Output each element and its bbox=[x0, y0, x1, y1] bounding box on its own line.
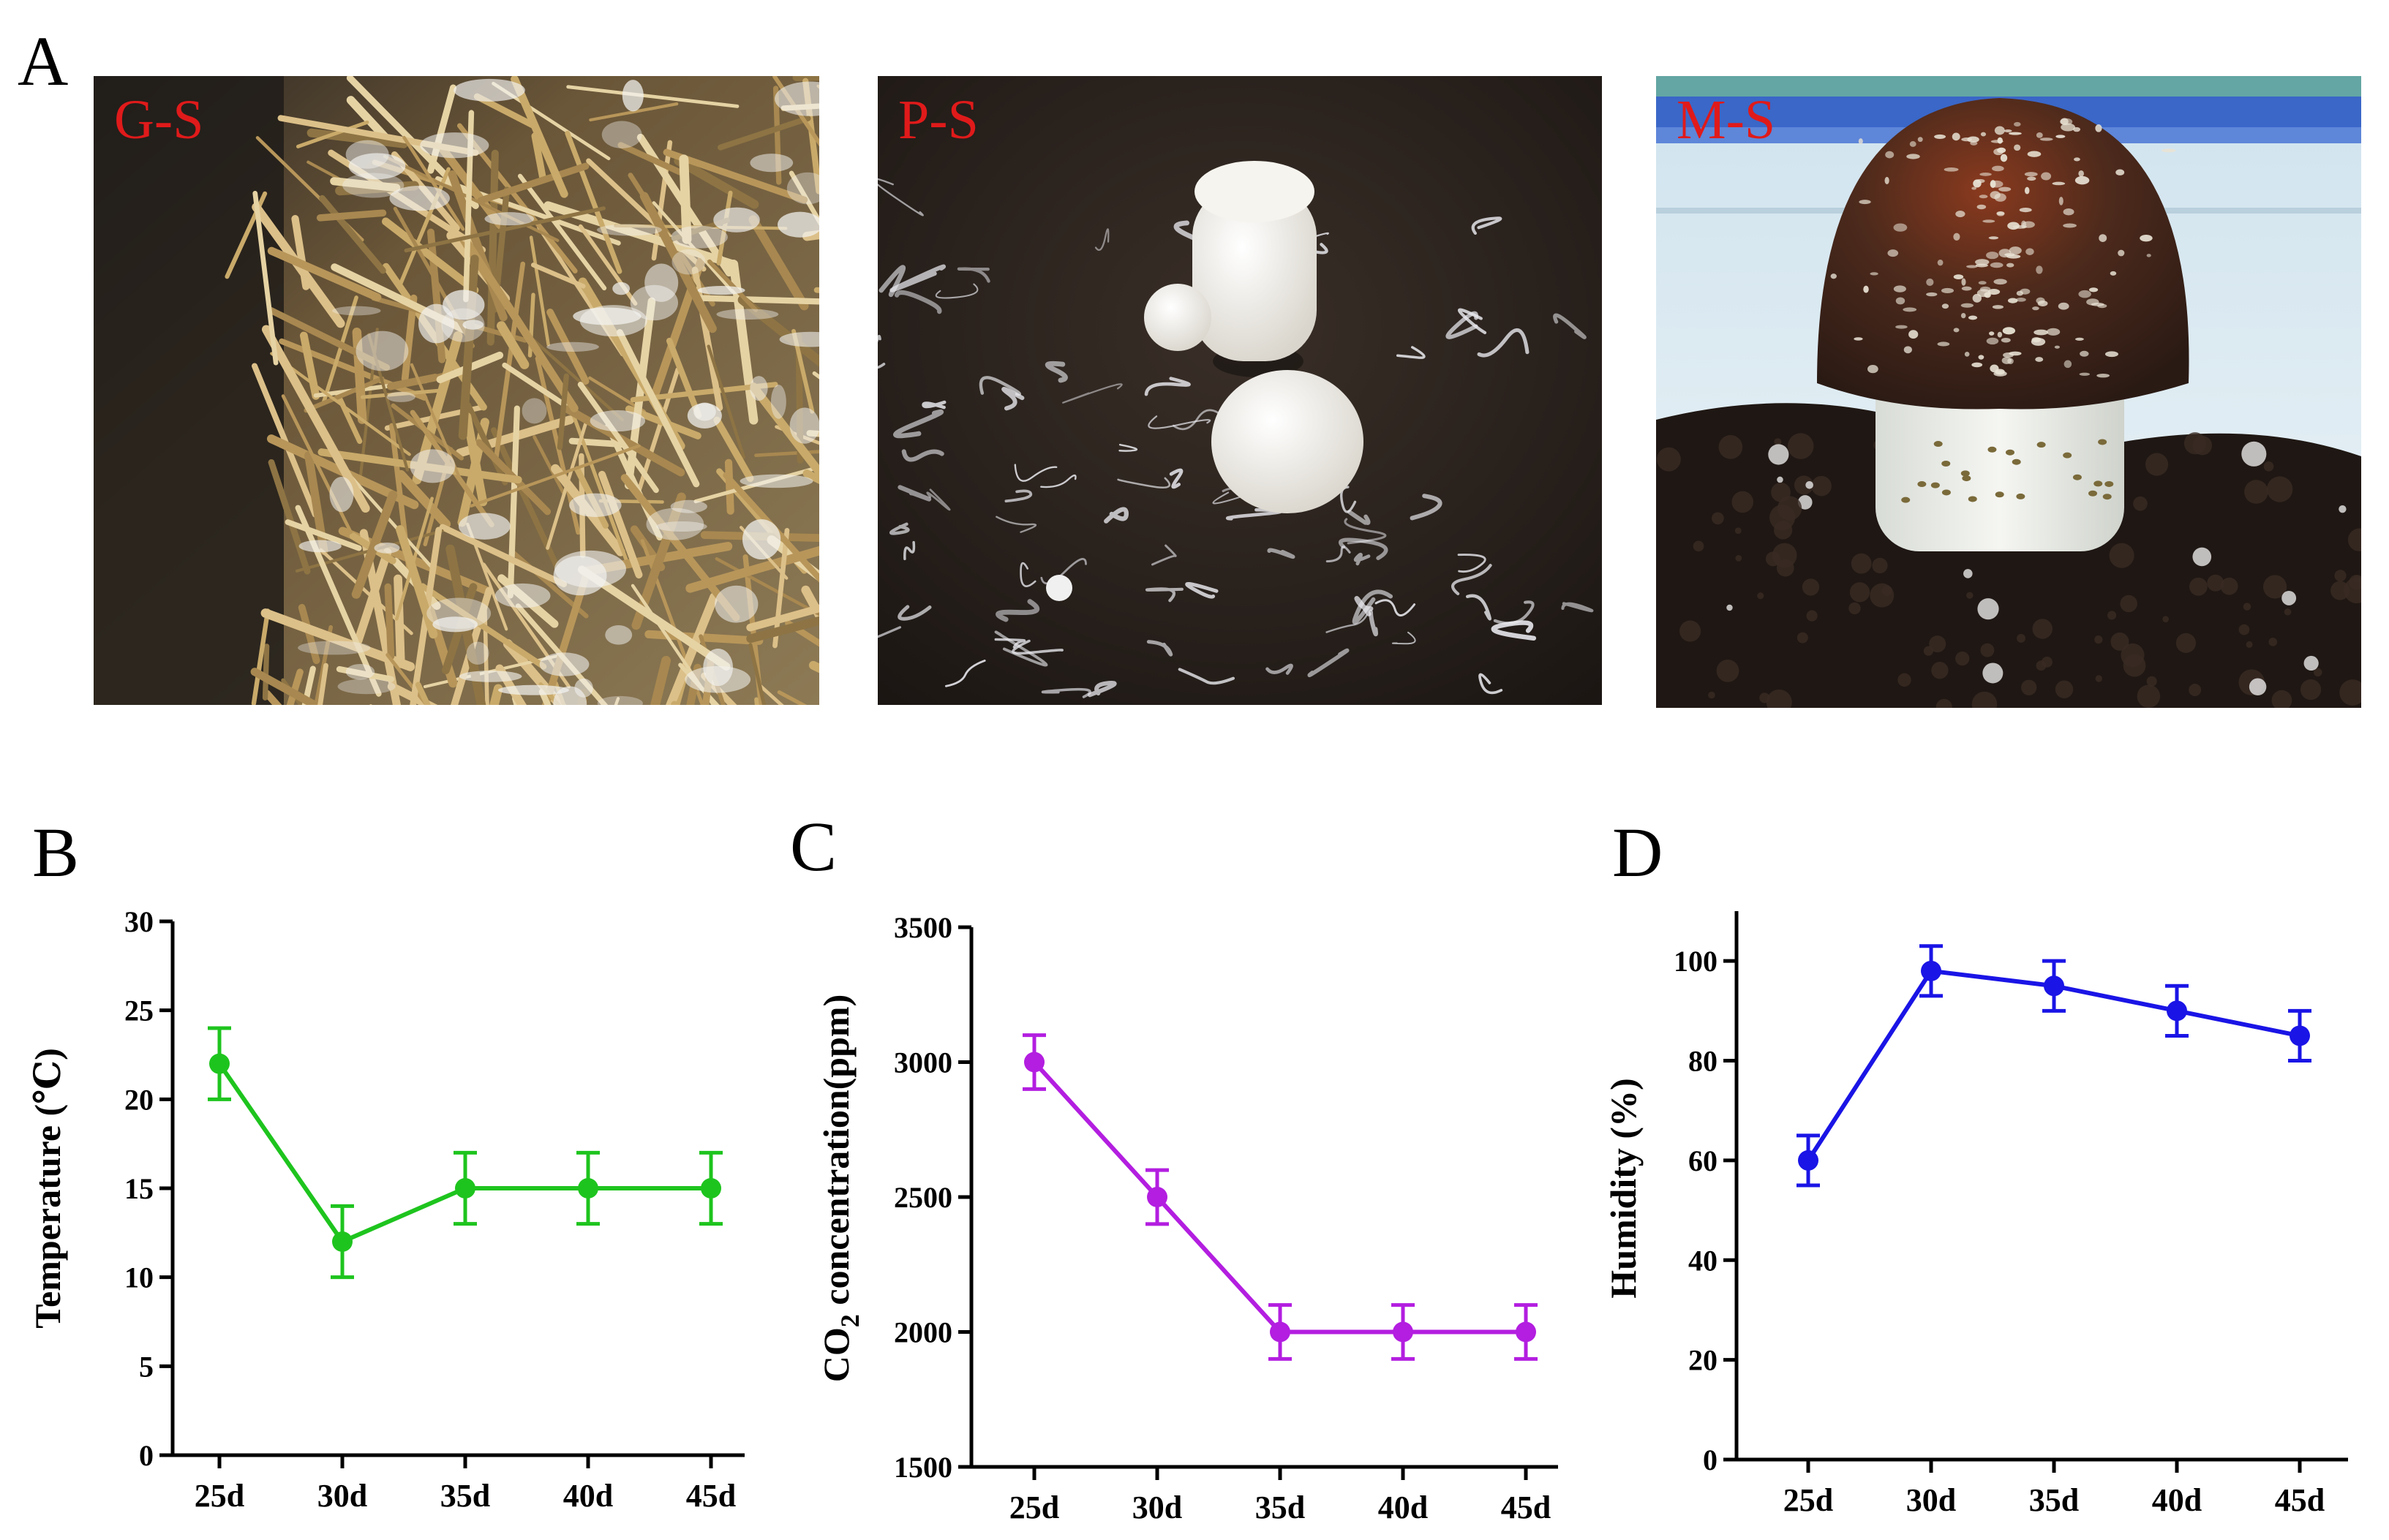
data-point bbox=[1516, 1321, 1536, 1343]
primordium-large bbox=[1192, 186, 1317, 361]
data-point bbox=[2044, 975, 2064, 997]
panel-letter-b: B bbox=[32, 813, 80, 891]
x-tick-label: 35d bbox=[1255, 1490, 1305, 1525]
chart-co2: 1500 2000 2500 3000 3500 25d 30d 35d 40d 45d CO2 c… bbox=[816, 911, 1558, 1525]
data-point bbox=[209, 1053, 230, 1074]
x-tick-label: 30d bbox=[1132, 1490, 1182, 1525]
x-tick-label: 30d bbox=[317, 1478, 367, 1514]
data-point bbox=[1921, 960, 1941, 981]
photo-p-s: P-S bbox=[878, 76, 1602, 705]
x-tick-label: 35d bbox=[2029, 1482, 2079, 1518]
x-tick-label: 40d bbox=[2152, 1482, 2202, 1518]
panel-letter-a: A bbox=[18, 22, 69, 100]
x-tick-label: 25d bbox=[1009, 1490, 1059, 1525]
y-tick-label: 60 bbox=[1688, 1144, 1718, 1177]
chart-humidity: 0 20 40 60 80 100 25d 30d 35d 40d 45d Humidity (%) bbox=[1603, 911, 2348, 1518]
y-tick-label: 2500 bbox=[894, 1181, 952, 1214]
photo-g-s: G-S bbox=[94, 76, 819, 705]
photo-m-s: M-S bbox=[1656, 76, 2361, 708]
mature-mushroom-image bbox=[1656, 76, 2361, 708]
x-tick-label: 40d bbox=[1378, 1490, 1428, 1525]
data-point bbox=[1393, 1321, 1413, 1343]
photo-label-p-s: P-S bbox=[898, 89, 979, 151]
data-point bbox=[578, 1178, 598, 1199]
x-tick-label: 30d bbox=[1906, 1482, 1956, 1518]
y-tick-label: 25 bbox=[124, 994, 154, 1027]
y-tick-label: 3000 bbox=[894, 1046, 952, 1079]
x-tick-label: 45d bbox=[686, 1478, 736, 1514]
y-tick-label: 5 bbox=[139, 1350, 154, 1383]
y-tick-label: 10 bbox=[124, 1261, 154, 1294]
y-tick-label: 100 bbox=[1674, 945, 1718, 978]
y-axis-label: Temperature (℃) bbox=[27, 1048, 68, 1328]
y-axis-label: CO2 concentration(ppm) bbox=[816, 994, 865, 1382]
y-tick-label: 15 bbox=[124, 1172, 154, 1205]
x-tick-label: 25d bbox=[1783, 1482, 1833, 1518]
x-tick-label: 25d bbox=[195, 1478, 244, 1514]
y-tick-label: 3500 bbox=[894, 911, 952, 944]
y-tick-label: 30 bbox=[124, 905, 154, 938]
y-tick-label: 0 bbox=[139, 1439, 154, 1472]
data-point bbox=[701, 1178, 721, 1199]
photo-label-g-s: G-S bbox=[114, 89, 204, 151]
data-point bbox=[332, 1231, 353, 1252]
data-point bbox=[1147, 1187, 1167, 1207]
x-tick-label: 35d bbox=[440, 1478, 490, 1514]
data-point bbox=[1024, 1052, 1045, 1073]
y-axis-label: Humidity (%) bbox=[1603, 1078, 1644, 1298]
y-tick-label: 80 bbox=[1688, 1045, 1718, 1078]
y-tick-label: 2000 bbox=[894, 1316, 952, 1349]
data-point bbox=[1270, 1321, 1290, 1343]
series-line bbox=[1032, 1060, 1526, 1335]
data-point bbox=[2290, 1025, 2310, 1046]
y-tick-label: 20 bbox=[1688, 1344, 1718, 1377]
panel-letter-d: D bbox=[1612, 813, 1663, 891]
photo-label-m-s: M-S bbox=[1677, 89, 1776, 151]
straw-substrate-image bbox=[94, 76, 819, 705]
data-point bbox=[455, 1178, 475, 1199]
y-tick-label: 40 bbox=[1688, 1244, 1718, 1277]
data-point bbox=[2167, 1000, 2187, 1022]
x-tick-label: 40d bbox=[563, 1478, 613, 1514]
x-tick-label: 45d bbox=[1501, 1490, 1551, 1525]
chart-temperature: 0 5 10 15 20 25 30 25d 30d 35d 40d 45d Temperature (… bbox=[27, 905, 745, 1514]
data-point bbox=[1798, 1150, 1818, 1171]
y-tick-label: 0 bbox=[1703, 1443, 1718, 1476]
x-tick-label: 45d bbox=[2275, 1482, 2325, 1518]
panel-letter-c: C bbox=[790, 807, 838, 886]
y-tick-label: 1500 bbox=[894, 1451, 952, 1484]
y-tick-label: 20 bbox=[124, 1083, 154, 1116]
primordia-image bbox=[878, 76, 1602, 705]
